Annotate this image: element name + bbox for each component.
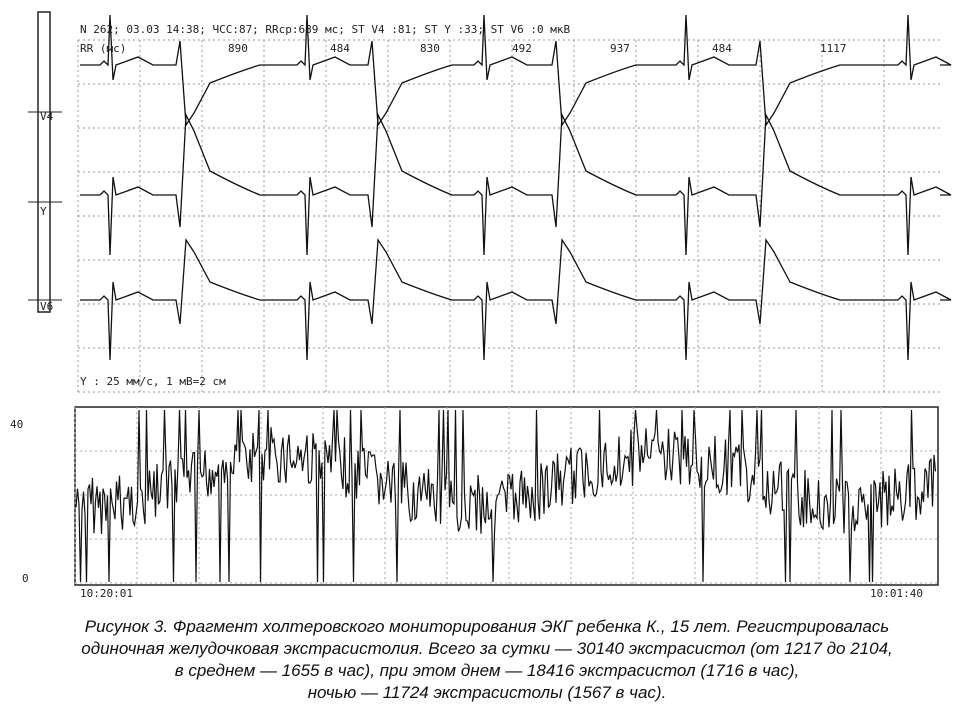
ecg-trace	[80, 112, 952, 256]
trend-frame	[74, 406, 939, 586]
lead-panel	[37, 11, 51, 313]
trend-time: 10:20:01	[80, 587, 133, 600]
ecg-trace	[80, 238, 952, 361]
rr-value: 830	[420, 42, 440, 55]
lead-label: V4	[40, 110, 54, 123]
rr-value: 890	[228, 42, 248, 55]
trend-y-label: 40	[10, 418, 23, 431]
ecg-traces	[80, 14, 952, 361]
caption-line: в среднем — 1655 в час), при этом днем —…	[175, 661, 800, 680]
lead-label: Y	[40, 205, 47, 218]
ecg-trace	[80, 14, 952, 127]
rr-label: RR (мс)	[80, 42, 126, 55]
lead-label: V6	[40, 300, 53, 313]
rr-value: 484	[712, 42, 732, 55]
scale-label: Y : 25 мм/с, 1 мВ=2 см	[80, 375, 226, 388]
caption-line: одиночная желудочковая экстрасистолия. В…	[81, 639, 893, 658]
rr-value: 484	[330, 42, 350, 55]
trend-y-label: 0	[22, 572, 29, 585]
ecg-header: N 262; 03.03 14:38; ЧСС:87; RRср:689 мс;…	[80, 23, 570, 36]
trend-time: 10:01:40	[870, 587, 923, 600]
rr-value: 1117	[820, 42, 847, 55]
trend-line	[75, 409, 937, 583]
rr-value: 937	[610, 42, 630, 55]
rr-value: 492	[512, 42, 532, 55]
caption-line: Рисунок 3. Фрагмент холтеровского монито…	[85, 617, 889, 636]
trend-grid	[74, 407, 938, 585]
caption-line: ночью — 11724 экстрасистолы (1567 в час)…	[308, 683, 667, 702]
